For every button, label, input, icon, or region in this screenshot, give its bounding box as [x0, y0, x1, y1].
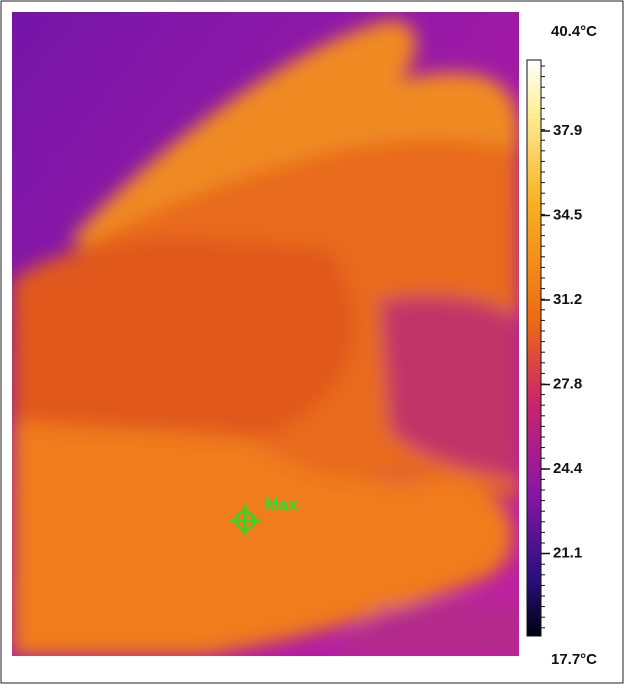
scale-max-label: 40.4°C: [551, 23, 597, 40]
scale-tick-label: 37.9: [553, 122, 582, 139]
scale-tick-label: 27.8: [553, 375, 582, 392]
marker-label: Max: [265, 494, 299, 513]
color-scale-bar: [526, 59, 542, 637]
scale-tick-label: 21.1: [553, 544, 582, 561]
scale-minor-ticks: [541, 65, 545, 629]
max-marker: [229, 504, 261, 536]
thermal-image: Max: [12, 12, 519, 656]
scale-tick-label: 24.4: [553, 460, 583, 477]
scale-min-label: 17.7°C: [551, 651, 597, 668]
scale-tick-label: 31.2: [553, 291, 582, 308]
scale-tick-label: 34.5: [553, 206, 582, 223]
